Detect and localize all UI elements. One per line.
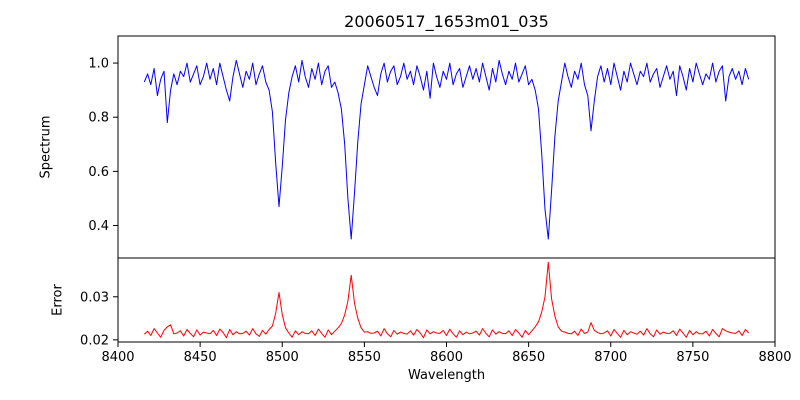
y-tick-label: 0.4 — [88, 219, 109, 234]
y-tick-label: 0.02 — [80, 333, 109, 348]
x-tick-label: 8800 — [758, 350, 791, 365]
x-tick-label: 8700 — [594, 350, 627, 365]
axes-frame-1 — [117, 257, 776, 343]
x-axis-label: Wavelength — [407, 368, 486, 383]
y-tick-label: 1.0 — [88, 57, 109, 72]
chart-title: 20060517_1653m01_035 — [344, 12, 549, 31]
x-tick-label: 8750 — [676, 350, 709, 365]
y-tick-label: 0.03 — [80, 290, 109, 305]
x-tick-label: 8600 — [430, 350, 463, 365]
y-tick-label: 0.8 — [88, 111, 109, 126]
x-tick-label: 8650 — [512, 350, 545, 365]
spectrum-line — [143, 59, 750, 240]
error-line — [143, 261, 750, 339]
y-tick-label: 0.6 — [88, 165, 109, 180]
x-tick-label: 8500 — [266, 350, 299, 365]
x-tick-label: 8550 — [348, 350, 381, 365]
x-tick-label: 8400 — [101, 350, 134, 365]
x-tick-label: 8450 — [184, 350, 217, 365]
axes-frame-0 — [117, 35, 776, 259]
